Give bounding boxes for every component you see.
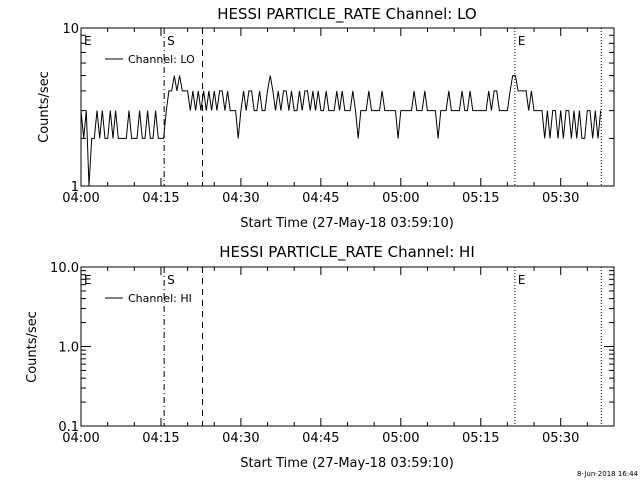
event-marker-label: E xyxy=(518,273,526,287)
y-tick-label: 1.0 xyxy=(58,341,79,356)
x-tick-label: 05:15 xyxy=(462,431,499,446)
y-axis-label: Counts/sec xyxy=(25,311,40,383)
chart-title: HESSI PARTICLE_RATE Channel: HI xyxy=(219,243,475,262)
hi-channel-panel: HESSI PARTICLE_RATE Channel: HI Counts/s… xyxy=(25,243,615,471)
event-marker-label: E xyxy=(518,34,526,48)
x-tick-label: 04:45 xyxy=(302,431,339,446)
x-tick-label: 04:30 xyxy=(222,191,259,206)
event-marker-label: E xyxy=(84,273,92,287)
legend-label: Channel: HI xyxy=(128,292,192,305)
x-tick-label: 05:30 xyxy=(542,431,579,446)
x-axis-label: Start Time (27-May-18 03:59:10) xyxy=(240,216,454,231)
x-tick-label: 04:15 xyxy=(142,191,179,206)
y-tick-label: 1 xyxy=(71,180,79,195)
x-tick-label: 04:00 xyxy=(62,191,99,206)
event-marker-label: S xyxy=(167,34,175,48)
plot-frame xyxy=(80,27,615,187)
chart-title: HESSI PARTICLE_RATE Channel: LO xyxy=(217,5,476,24)
x-tick-label: 04:00 xyxy=(62,431,99,446)
x-tick-label: 04:30 xyxy=(222,431,259,446)
x-tick-label: 05:15 xyxy=(462,191,499,206)
footer-timestamp: 8-Jun-2018 16:44 xyxy=(577,470,639,478)
series-line xyxy=(80,75,602,187)
event-marker-label: E xyxy=(84,34,92,48)
x-tick-label: 05:00 xyxy=(382,431,419,446)
x-tick-label: 05:30 xyxy=(542,191,579,206)
y-axis-label: Counts/sec xyxy=(37,71,52,143)
plot-frame xyxy=(80,266,615,427)
x-tick-label: 04:45 xyxy=(302,191,339,206)
x-axis-label: Start Time (27-May-18 03:59:10) xyxy=(240,456,454,471)
x-tick-label: 05:00 xyxy=(382,191,419,206)
event-marker-label: S xyxy=(167,273,175,287)
lo-channel-panel: HESSI PARTICLE_RATE Channel: LO Counts/s… xyxy=(37,5,615,231)
y-tick-label: 10 xyxy=(62,22,79,37)
legend-label: Channel: LO xyxy=(128,53,195,66)
x-tick-label: 04:15 xyxy=(142,431,179,446)
y-tick-label: 10.0 xyxy=(50,261,79,276)
y-tick-label: 0.1 xyxy=(58,420,79,435)
